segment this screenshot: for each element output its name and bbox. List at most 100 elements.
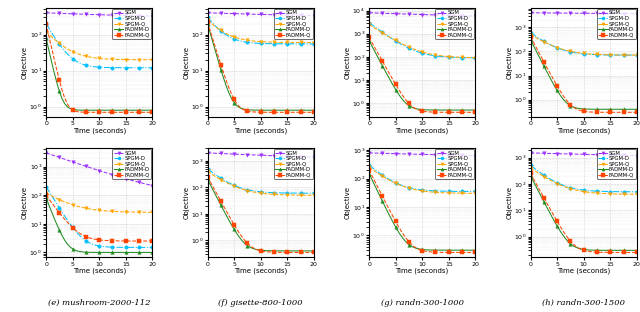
SPGM-Q bbox=[122, 58, 130, 61]
FADMM-D bbox=[440, 108, 447, 112]
SGM bbox=[534, 151, 542, 155]
SPGM-D bbox=[284, 191, 291, 195]
FADMM-D bbox=[236, 106, 243, 110]
SPGM-Q bbox=[625, 53, 633, 57]
FADMM-D bbox=[103, 251, 111, 254]
FADMM-D bbox=[217, 68, 225, 71]
SGM bbox=[416, 12, 424, 16]
SGM bbox=[127, 178, 135, 182]
SGM bbox=[389, 12, 397, 16]
FADMM-D bbox=[233, 232, 241, 235]
SPGM-D bbox=[116, 246, 124, 249]
FADMM-D bbox=[622, 107, 630, 111]
SGM bbox=[310, 14, 317, 17]
FADMM-Q bbox=[625, 110, 633, 114]
FADMM-D bbox=[249, 108, 257, 112]
FADMM-Q bbox=[284, 110, 291, 114]
FADMM-D bbox=[50, 216, 58, 220]
FADMM-D bbox=[553, 224, 561, 228]
SPGM-D bbox=[387, 36, 394, 39]
FADMM-D bbox=[286, 108, 294, 112]
SPGM-Q bbox=[421, 51, 429, 55]
SPGM-D bbox=[453, 189, 461, 193]
SPGM-D bbox=[569, 186, 577, 190]
SGM bbox=[262, 154, 270, 157]
FADMM-D bbox=[61, 238, 68, 242]
FADMM-Q bbox=[63, 220, 71, 224]
SGM bbox=[410, 152, 418, 156]
SGM bbox=[79, 12, 87, 16]
SGM bbox=[630, 12, 638, 16]
FADMM-Q bbox=[431, 110, 439, 114]
SPGM-D bbox=[545, 42, 553, 46]
SPGM-Q bbox=[254, 40, 262, 43]
SPGM-Q bbox=[376, 29, 383, 33]
SPGM-Q bbox=[275, 41, 283, 44]
SPGM-Q bbox=[74, 52, 82, 56]
FADMM-Q bbox=[257, 249, 264, 253]
SPGM-D bbox=[429, 54, 436, 57]
SPGM-Q bbox=[249, 39, 257, 43]
FADMM-D bbox=[540, 200, 548, 203]
SPGM-Q bbox=[612, 192, 620, 196]
SGM bbox=[564, 11, 572, 15]
SGM bbox=[246, 153, 254, 157]
SPGM-D bbox=[98, 245, 106, 248]
SPGM-Q bbox=[553, 46, 561, 49]
SPGM-D bbox=[598, 53, 606, 57]
SPGM-Q bbox=[61, 45, 68, 49]
SPGM-Q bbox=[53, 197, 61, 200]
SPGM-D bbox=[609, 190, 617, 193]
SPGM-D bbox=[233, 38, 241, 42]
FADMM-D bbox=[122, 251, 130, 254]
SPGM-D bbox=[122, 66, 130, 70]
SGM bbox=[564, 152, 572, 156]
SGM bbox=[561, 11, 569, 15]
FADMM-Q bbox=[450, 251, 458, 254]
SPGM-D bbox=[456, 189, 463, 193]
SGM bbox=[630, 154, 638, 158]
SPGM-D bbox=[527, 163, 534, 167]
X-axis label: Time (seconds): Time (seconds) bbox=[72, 268, 126, 275]
FADMM-D bbox=[450, 248, 458, 252]
SGM bbox=[241, 153, 248, 156]
SPGM-D bbox=[289, 42, 296, 46]
FADMM-D bbox=[291, 108, 299, 112]
FADMM-D bbox=[249, 246, 257, 250]
SGM bbox=[566, 152, 574, 156]
SPGM-Q bbox=[300, 41, 307, 44]
Line: SGM: SGM bbox=[529, 11, 639, 15]
SGM bbox=[106, 13, 114, 17]
SGM bbox=[262, 13, 270, 17]
SGM bbox=[61, 12, 68, 15]
SPGM-D bbox=[384, 34, 392, 38]
FADMM-Q bbox=[463, 110, 471, 114]
SPGM-D bbox=[630, 190, 638, 194]
SGM bbox=[50, 154, 58, 158]
FADMM-D bbox=[469, 108, 477, 112]
SGM bbox=[585, 153, 593, 156]
SGM bbox=[540, 151, 548, 155]
FADMM-D bbox=[625, 248, 633, 252]
SGM bbox=[572, 11, 580, 15]
FADMM-Q bbox=[238, 235, 246, 239]
SPGM-D bbox=[222, 33, 230, 37]
FADMM-Q bbox=[365, 35, 373, 39]
SGM bbox=[534, 11, 542, 15]
FADMM-D bbox=[426, 248, 434, 252]
FADMM-Q bbox=[429, 110, 436, 114]
FADMM-Q bbox=[77, 232, 84, 236]
FADMM-Q bbox=[74, 110, 82, 114]
Line: SPGM-Q: SPGM-Q bbox=[529, 33, 639, 57]
FADMM-Q bbox=[376, 189, 383, 193]
SGM bbox=[103, 13, 111, 17]
SPGM-Q bbox=[598, 192, 606, 195]
SGM bbox=[74, 162, 82, 166]
FADMM-Q bbox=[550, 79, 558, 83]
SPGM-D bbox=[472, 56, 479, 60]
FADMM-D bbox=[564, 102, 572, 106]
SPGM-Q bbox=[132, 58, 140, 61]
Text: (a) madelon-2000-500: (a) madelon-2000-500 bbox=[52, 159, 146, 167]
SGM bbox=[596, 12, 604, 15]
SGM bbox=[550, 11, 558, 15]
